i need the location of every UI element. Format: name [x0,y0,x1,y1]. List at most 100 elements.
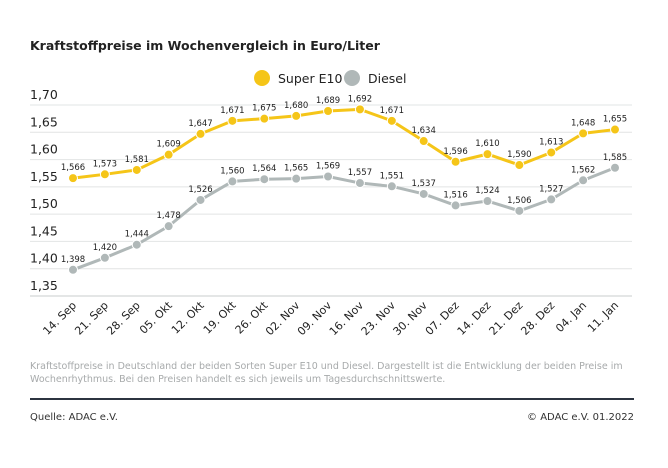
copyright-note: © ADAC e.V. 01.2022 [527,412,634,423]
data-point [259,113,270,124]
y-tick-label: 1,60 [30,142,58,157]
data-point [195,128,206,139]
data-label: 1,398 [61,255,85,265]
x-tick-label: 09. Nov [295,299,335,339]
data-label: 1,655 [603,115,627,125]
x-tick-label: 21. Dez [487,299,526,338]
data-label: 1,478 [156,211,180,221]
data-point [323,106,334,117]
data-point [578,128,589,139]
data-label: 1,551 [380,171,404,181]
data-point [578,175,589,186]
x-tick-label: 23. Nov [359,299,399,339]
data-point [131,239,142,250]
data-point [99,169,110,180]
data-point [291,173,302,184]
x-tick-label: 05. Okt [137,298,175,336]
x-tick-label: 16. Nov [327,299,367,339]
data-label: 1,565 [284,164,308,174]
y-tick-label: 1,55 [30,169,58,184]
data-label: 1,648 [571,118,595,128]
data-label: 1,671 [220,106,244,116]
caption: Kraftstoffpreise in Deutschland der beid… [30,361,623,385]
x-tick-label: 14. Sep [40,299,79,338]
data-point [354,104,365,115]
data-label: 1,444 [125,230,149,240]
data-label: 1,573 [93,159,117,169]
data-label: 1,506 [507,196,531,206]
data-label: 1,524 [475,186,499,196]
x-tick-label: 04. Jan [553,299,589,335]
data-point [227,176,238,187]
data-label: 1,590 [507,150,531,160]
data-point [163,149,174,160]
y-tick-label: 1,45 [30,223,58,238]
data-label: 1,596 [443,147,467,157]
data-point [450,200,461,211]
data-label: 1,581 [125,155,149,165]
y-tick-label: 1,40 [30,251,58,266]
data-label: 1,680 [284,101,308,111]
data-label: 1,560 [220,166,244,176]
data-label: 1,557 [348,168,372,178]
data-point [99,252,110,263]
x-tick-label: 30. Nov [391,299,431,339]
data-point [386,115,397,126]
data-point [546,147,557,158]
data-point [450,156,461,167]
data-point [482,196,493,207]
data-point [68,173,78,184]
data-label: 1,516 [443,190,467,200]
x-tick-label: 02. Nov [263,299,303,339]
series-line-super-e10 [72,107,616,180]
x-tick-label: 19. Okt [201,298,239,336]
y-tick-label: 1,65 [30,114,58,129]
x-tick-label: 12. Okt [169,298,207,336]
data-point [514,205,525,216]
data-label: 1,566 [61,163,85,173]
data-point [68,264,78,275]
data-label: 1,526 [188,185,212,195]
legend-label: Diesel [368,71,406,86]
x-tick-label: 28. Dez [518,299,557,338]
data-label: 1,585 [603,153,627,163]
x-tick-label: 14. Dez [455,299,494,338]
data-label: 1,613 [539,137,563,147]
data-label: 1,689 [316,96,340,106]
data-point [482,149,493,160]
x-tick-label: 21. Sep [72,299,111,338]
data-label: 1,647 [188,119,212,129]
data-label: 1,569 [316,161,340,171]
data-point [386,181,397,192]
y-tick-label: 1,35 [30,278,58,293]
y-tick-label: 1,50 [30,196,58,211]
data-label: 1,527 [539,184,563,194]
data-label: 1,634 [412,126,436,136]
data-point [514,160,525,171]
data-label: 1,564 [252,164,276,174]
x-tick-label: 07. Dez [423,299,462,338]
data-label: 1,562 [571,165,595,175]
data-point [195,194,206,205]
source-note: Quelle: ADAC e.V. [30,412,118,423]
legend-label: Super E10 [278,71,342,86]
data-label: 1,692 [348,94,372,104]
divider [30,398,634,400]
data-label: 1,537 [412,179,436,189]
data-point [323,171,334,182]
data-point [163,221,174,232]
chart-title: Kraftstoffpreise im Wochenvergleich in E… [30,38,380,53]
data-point [546,194,557,205]
data-label: 1,610 [475,139,499,149]
x-tick-label: 28. Sep [104,299,143,338]
data-point [354,178,365,189]
data-label: 1,609 [156,140,180,150]
data-point [418,136,429,147]
data-label: 1,671 [380,106,404,116]
legend-marker [254,70,270,86]
data-point [259,174,270,185]
data-point [227,115,238,126]
data-point [418,188,429,199]
